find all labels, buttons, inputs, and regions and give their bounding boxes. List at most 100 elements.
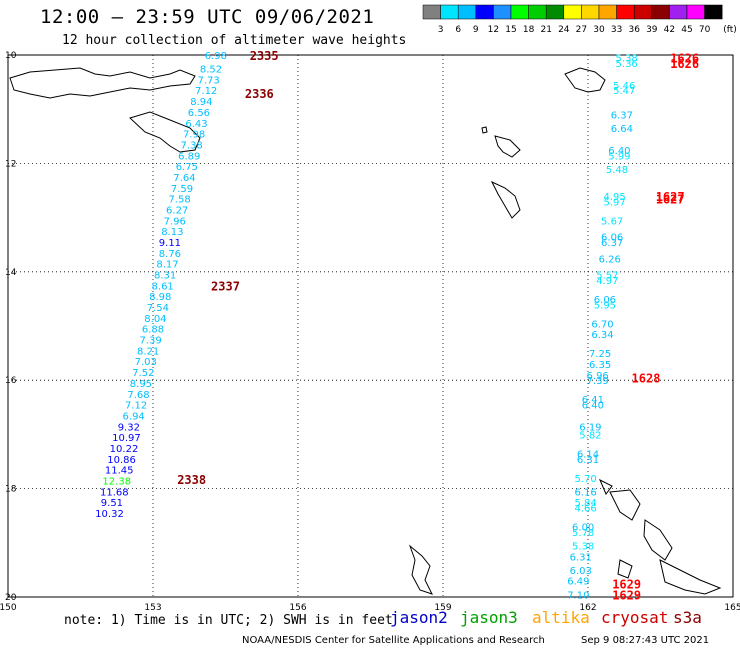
swh-value-label: 7.58 [168, 195, 190, 206]
chart-title: 12:00 — 23:59 UTC 09/06/2021 [40, 6, 375, 28]
legend-jason2: jason2 [390, 608, 448, 627]
swh-value-label: 6.64 [611, 124, 633, 135]
swh-value-label: 7.54 [147, 303, 169, 314]
swh-value-label: 6.37 [601, 238, 623, 249]
coastline-path [599, 478, 613, 495]
coastline-path [481, 126, 488, 134]
coastline-path [643, 519, 673, 561]
swh-value-label: 5.67 [601, 216, 623, 227]
colorbar-label: 6 [455, 25, 461, 35]
swh-value-label: 6.41 [582, 395, 604, 406]
swh-value-label: 7.52 [132, 368, 154, 379]
colorbar-label: 39 [646, 25, 658, 35]
swh-value-label: 7.39 [587, 376, 609, 387]
coastline-path [408, 544, 433, 595]
swh-value-label: 6.43 [185, 119, 207, 130]
swh-value-label: 5.78 [572, 528, 594, 539]
swh-value-label: 6.26 [599, 254, 621, 265]
swh-value-label: 7.03 [135, 357, 157, 368]
swh-value-label: 11.68 [100, 487, 129, 498]
swh-value-label: 6.06 [594, 295, 616, 306]
swh-value-label: 7.64 [173, 173, 195, 184]
swh-value-label: 6.49 [567, 577, 589, 588]
time-label: 2335 [250, 49, 279, 63]
coastline-path [129, 111, 201, 153]
swh-value-label: 7.68 [127, 390, 149, 401]
swh-value-label: 8.52 [200, 65, 222, 76]
legend-altika: altika [532, 608, 590, 627]
swh-value-label: 5.47 [613, 86, 635, 97]
time-label: 2338 [177, 473, 206, 487]
time-label: 1629 [612, 588, 641, 602]
swh-value-label: 5.46 [613, 81, 635, 92]
lon-tick-label: 153 [144, 603, 161, 613]
swh-value-label: 8.17 [156, 260, 178, 271]
coastline-path [490, 180, 521, 219]
swh-value-label: 9.32 [118, 422, 140, 433]
swh-value-label: 7.10 [567, 590, 589, 601]
swh-value-label: 7.39 [139, 336, 161, 347]
time-label: 1628 [632, 371, 661, 385]
coastlines [9, 67, 722, 595]
swh-value-label: 8.04 [144, 314, 166, 325]
swh-value-label: 8.61 [152, 281, 174, 292]
swh-value-label: 7.98 [183, 130, 205, 141]
swh-value-label: 6.98 [205, 51, 227, 62]
time-label: 1629 [612, 577, 641, 591]
colorbar-label: 70 [699, 25, 711, 35]
colorbar-label: 15 [505, 25, 516, 35]
colorbar-unit: (ft) [723, 25, 737, 35]
swh-value-label: 6.03 [570, 566, 592, 577]
map-border [7, 54, 734, 598]
colorbar-label: 27 [576, 25, 587, 35]
swh-value-label: 7.25 [589, 349, 611, 360]
swh-value-label: 12.38 [102, 476, 131, 487]
swh-value-label: 10.97 [112, 433, 141, 444]
lon-tick-label: 159 [434, 603, 451, 613]
coastline-path [609, 489, 641, 521]
time-label: 1627 [656, 190, 685, 204]
legend-s3a: s3a [673, 608, 702, 627]
swh-value-label: 6.89 [178, 151, 200, 162]
swh-value-label: 7.59 [171, 184, 193, 195]
swh-value-label: 6.94 [123, 411, 145, 422]
swh-value-label: 7.73 [197, 75, 219, 86]
lat-tick-label: 12 [5, 159, 16, 169]
swh-value-label: 6.88 [142, 325, 164, 336]
swh-value-label: 6.27 [166, 205, 188, 216]
time-label: 1626 [670, 52, 699, 66]
swh-value-label: 8.21 [137, 346, 159, 357]
swh-value-label: 8.76 [159, 249, 181, 260]
lat-tick-label: 14 [5, 268, 17, 278]
lon-tick-label: 156 [289, 603, 306, 613]
swh-value-label: 6.14 [577, 449, 599, 460]
lat-tick-label: 20 [5, 593, 17, 603]
swh-value-label: 6.31 [570, 552, 592, 563]
swh-value-label: 11.45 [105, 466, 134, 477]
lon-tick-label: 165 [724, 603, 740, 613]
colorbar-label: 33 [611, 25, 622, 35]
time-label: 2337 [211, 279, 240, 293]
legend-cryosat: cryosat [601, 608, 669, 627]
coastline-path [9, 67, 196, 99]
lat-tick-label: 16 [5, 376, 17, 386]
swh-value-label: 4.95 [603, 192, 625, 203]
swh-value-label: 9.11 [159, 238, 181, 249]
swh-values: 6.988.527.737.128.946.566.437.987.386.89… [95, 51, 638, 601]
coastline-path [659, 559, 722, 595]
swh-value-label: 7.12 [125, 401, 147, 412]
swh-value-label: 6.06 [601, 233, 623, 244]
time-label: 2336 [245, 87, 274, 101]
swh-value-label: 6.37 [611, 111, 633, 122]
swh-value-label: 6.40 [582, 401, 604, 412]
swh-value-label: 6.75 [176, 162, 198, 173]
swh-value-label: 8.94 [190, 97, 212, 108]
swh-value-label: 6.16 [574, 487, 596, 498]
time-label: 1626 [670, 57, 699, 71]
swh-value-label: 8.31 [154, 271, 176, 282]
swh-value-label: 4.97 [596, 276, 618, 287]
swh-value-label: 6.31 [577, 455, 599, 466]
coastline-path [617, 559, 633, 579]
